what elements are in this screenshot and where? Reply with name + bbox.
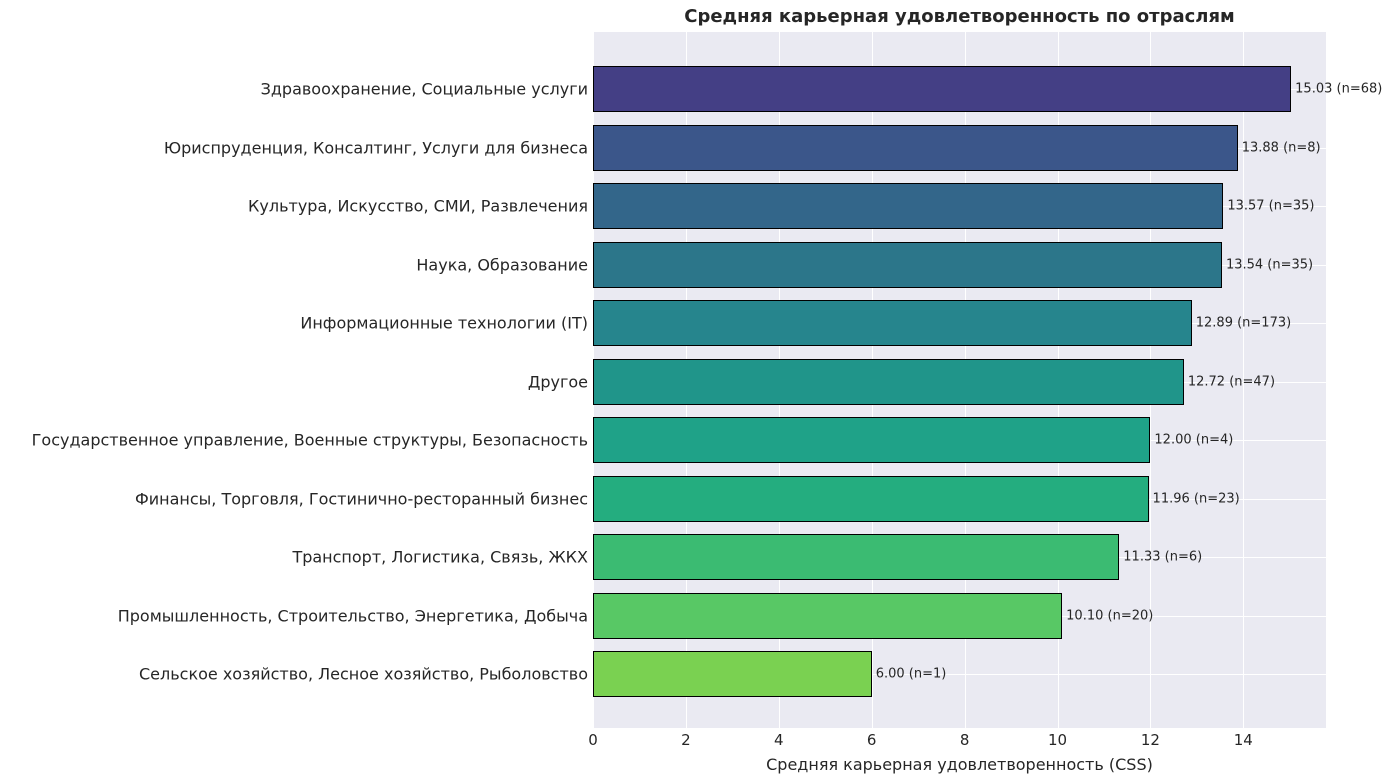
bar-value-label: 6.00 (n=1) — [875, 666, 947, 682]
bar — [593, 183, 1224, 229]
grid-line-vertical — [1243, 32, 1245, 728]
x-tick-label: 6 — [866, 731, 877, 749]
bar-value-label: 11.96 (n=23) — [1152, 491, 1240, 506]
y-tick-label: Информационные технологии (IT) — [300, 313, 588, 333]
x-tick-label: 14 — [1233, 731, 1253, 749]
y-tick-label: Сельское хозяйство, Лесное хозяйство, Ры… — [138, 664, 588, 684]
bar-value-label: 11.33 (n=6) — [1123, 549, 1203, 565]
x-tick-label: 12 — [1140, 731, 1160, 749]
bar-value-label: 13.57 (n=35) — [1227, 198, 1315, 214]
bar — [593, 124, 1238, 171]
x-tick-label: 0 — [588, 731, 598, 749]
bar-value-label: 13.54 (n=35) — [1225, 257, 1314, 272]
bar-value-label: 15.03 (n=68) — [1295, 81, 1383, 97]
bar-value-label: 13.88 (n=8) — [1241, 140, 1321, 155]
x-tick-label: 10 — [1047, 731, 1068, 749]
y-tick-label: Финансы, Торговля, Гостинично-ресторанны… — [134, 489, 588, 508]
chart-title: Средняя карьерная удовлетворенность по о… — [684, 6, 1235, 27]
bar — [593, 241, 1222, 288]
x-tick-label: 4 — [774, 731, 784, 749]
bar — [593, 66, 1292, 112]
grid-line-horizontal — [593, 674, 1326, 675]
bar-value-label: 12.72 (n=47) — [1187, 374, 1276, 389]
y-tick-label: Культура, Искусство, СМИ, Развлечения — [248, 196, 588, 216]
x-tick-label: 2 — [681, 731, 691, 749]
y-tick-label: Промышленность, Строительство, Энергетик… — [117, 606, 588, 625]
bar — [593, 651, 872, 697]
bar — [593, 534, 1120, 580]
y-tick-label: Юриспруденция, Консалтинг, Услуги для би… — [163, 138, 588, 157]
y-tick-label: Наука, Образование — [416, 255, 588, 274]
bar — [593, 592, 1063, 639]
bar — [593, 475, 1149, 522]
y-tick-label: Здравоохранение, Социальные услуги — [260, 79, 588, 99]
x-axis-label: Средняя карьерная удовлетворенность (CSS… — [766, 755, 1153, 774]
bar — [593, 358, 1184, 405]
bar-value-label: 12.00 (n=4) — [1154, 432, 1234, 448]
bar — [593, 300, 1192, 346]
bar — [593, 417, 1151, 463]
bar-value-label: 10.10 (n=20) — [1066, 608, 1154, 623]
y-tick-label: Государственное управление, Военные стру… — [31, 430, 588, 450]
y-tick-label: Другое — [527, 372, 588, 391]
bar-value-label: 12.89 (n=173) — [1195, 315, 1292, 331]
x-tick-label: 8 — [959, 731, 970, 749]
y-tick-label: Транспорт, Логистика, Связь, ЖКХ — [292, 547, 588, 567]
plot-area: 15.03 (n=68) 13.88 (n=8) 13.57 (n=35) 13.54… — [593, 32, 1382, 728]
